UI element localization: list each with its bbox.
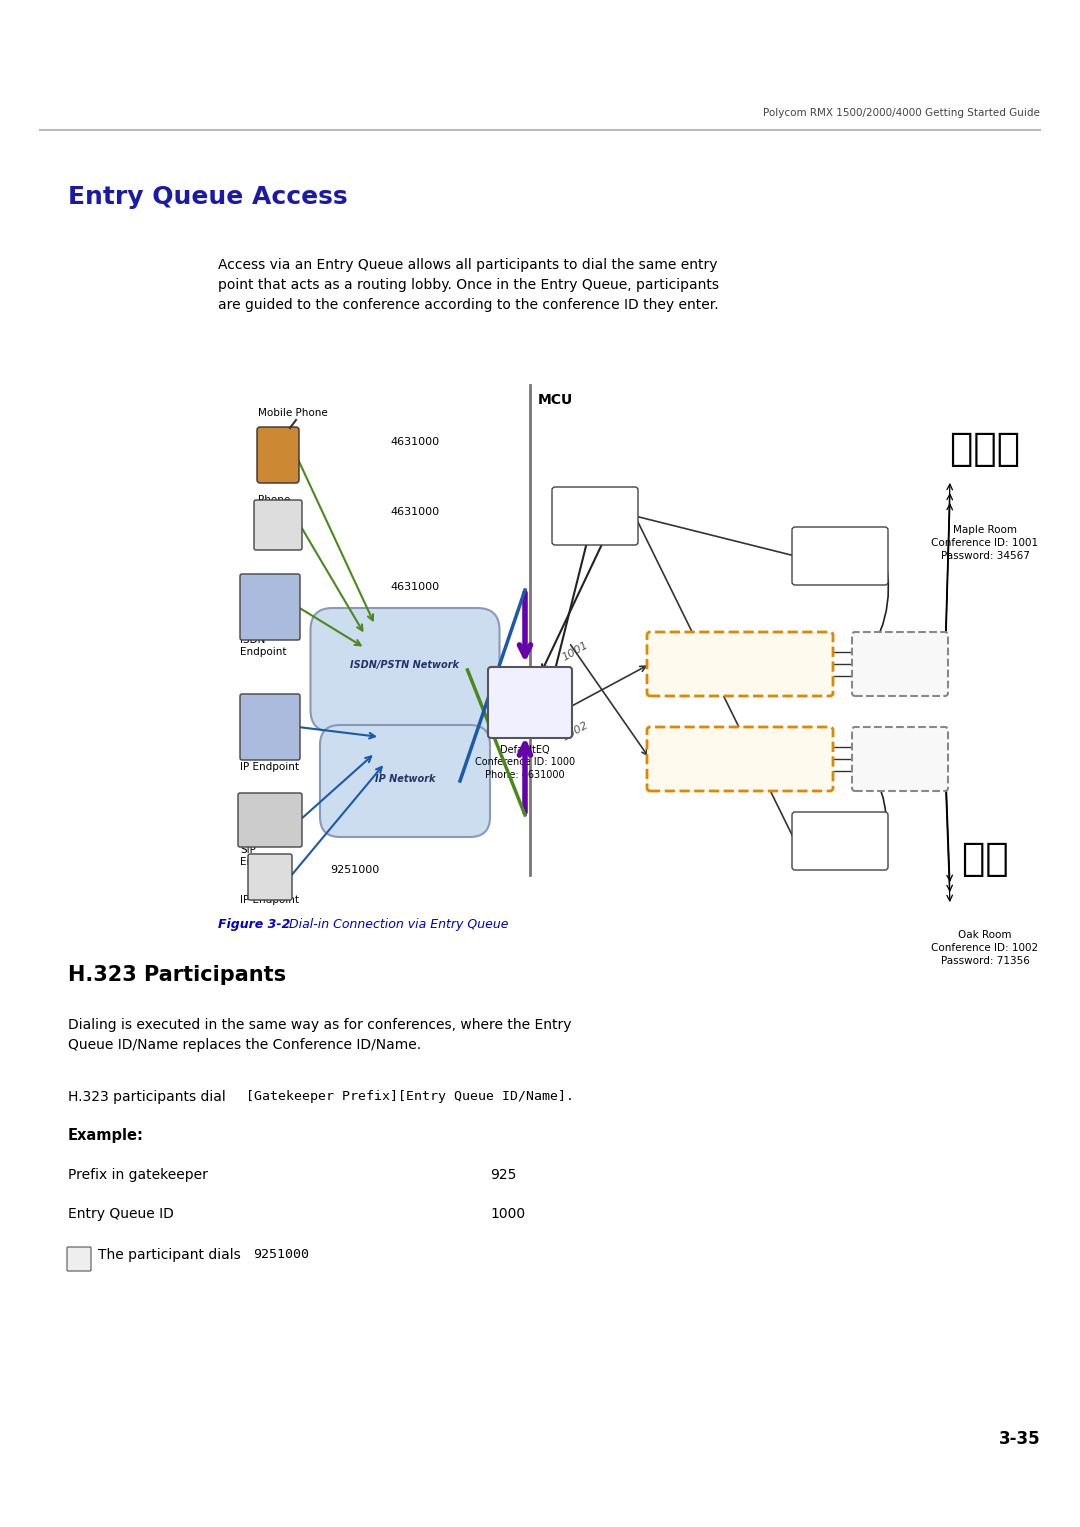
Text: Example:: Example: bbox=[68, 1128, 144, 1144]
FancyBboxPatch shape bbox=[240, 693, 300, 760]
Text: IP Endpoint: IP Endpoint bbox=[240, 895, 299, 906]
Text: 9251000: 9251000 bbox=[330, 864, 379, 875]
FancyBboxPatch shape bbox=[67, 1248, 91, 1270]
Text: ISDN/PSTN Network: ISDN/PSTN Network bbox=[351, 660, 459, 670]
FancyBboxPatch shape bbox=[792, 527, 888, 585]
Text: Figure 3-2: Figure 3-2 bbox=[218, 918, 291, 931]
Text: 3-35: 3-35 bbox=[998, 1429, 1040, 1448]
Text: Conference
Password?: Conference Password? bbox=[810, 545, 869, 567]
FancyBboxPatch shape bbox=[852, 632, 948, 696]
Text: Access via an Entry Queue allows all participants to dial the same entry
point t: Access via an Entry Queue allows all par… bbox=[218, 258, 719, 312]
Text: Dial-in Connection via Entry Queue: Dial-in Connection via Entry Queue bbox=[281, 918, 509, 931]
Text: Oak Room
Conference ID: 1002
Password: 71356: Oak Room Conference ID: 1002 Password: 7… bbox=[931, 930, 1039, 965]
Text: 4631000: 4631000 bbox=[390, 582, 440, 592]
Text: DefaultEQ@polycom.com: DefaultEQ@polycom.com bbox=[330, 796, 463, 805]
Text: 1001: 1001 bbox=[561, 640, 590, 663]
FancyBboxPatch shape bbox=[792, 812, 888, 870]
Text: Maple Room
Conference ID: 1001: Maple Room Conference ID: 1001 bbox=[687, 654, 794, 675]
Text: 925: 925 bbox=[490, 1168, 516, 1182]
Text: 1002: 1002 bbox=[561, 721, 590, 744]
FancyBboxPatch shape bbox=[240, 574, 300, 640]
Text: [Gatekeeper Prefix][Entry Queue ID/Name].: [Gatekeeper Prefix][Entry Queue ID/Name]… bbox=[246, 1090, 573, 1102]
Text: 🧑‍💼: 🧑‍💼 bbox=[961, 840, 1009, 878]
Text: 1000: 1000 bbox=[490, 1206, 525, 1222]
FancyBboxPatch shape bbox=[852, 727, 948, 791]
FancyBboxPatch shape bbox=[647, 632, 833, 696]
Text: Entry Queue ID: Entry Queue ID bbox=[68, 1206, 174, 1222]
Text: DefaultEQ
Conference ID: 1000
Phone: 4631000: DefaultEQ Conference ID: 1000 Phone: 463… bbox=[475, 745, 575, 780]
FancyBboxPatch shape bbox=[257, 428, 299, 483]
Text: 4631000: 4631000 bbox=[390, 437, 440, 447]
Text: SIP
Endpoint: SIP Endpoint bbox=[240, 844, 286, 867]
Text: H.323 participants dial: H.323 participants dial bbox=[68, 1090, 230, 1104]
Text: 71356: 71356 bbox=[868, 750, 931, 768]
FancyBboxPatch shape bbox=[311, 608, 499, 731]
Text: Mobile Phone: Mobile Phone bbox=[258, 408, 327, 418]
FancyBboxPatch shape bbox=[238, 793, 302, 847]
Text: Polycom RMX 1500/2000/4000 Getting Started Guide: Polycom RMX 1500/2000/4000 Getting Start… bbox=[764, 108, 1040, 118]
FancyBboxPatch shape bbox=[320, 725, 490, 837]
Text: 34567: 34567 bbox=[868, 655, 931, 673]
Text: IP Endpoint: IP Endpoint bbox=[240, 762, 299, 773]
Text: Conference
Password?: Conference Password? bbox=[810, 831, 869, 852]
Text: Oak Room
Conference ID: 1002: Oak Room Conference ID: 1002 bbox=[687, 748, 794, 770]
Text: Phone: Phone bbox=[258, 495, 291, 505]
Text: The participant dials: The participant dials bbox=[98, 1248, 245, 1261]
Text: 9251000: 9251000 bbox=[253, 1248, 309, 1261]
Text: Entry
Queue: Entry Queue bbox=[510, 692, 550, 713]
Text: ISDN
Endpoint: ISDN Endpoint bbox=[240, 635, 286, 658]
Text: 🧑‍🤝‍🧑: 🧑‍🤝‍🧑 bbox=[950, 431, 1021, 467]
Text: Prefix in gatekeeper: Prefix in gatekeeper bbox=[68, 1168, 207, 1182]
Text: H.323 Participants: H.323 Participants bbox=[68, 965, 286, 985]
FancyBboxPatch shape bbox=[552, 487, 638, 545]
FancyBboxPatch shape bbox=[488, 667, 572, 738]
Text: Dialing is executed in the same way as for conferences, where the Entry
Queue ID: Dialing is executed in the same way as f… bbox=[68, 1019, 571, 1052]
FancyBboxPatch shape bbox=[248, 854, 292, 899]
Text: 4631000: 4631000 bbox=[390, 507, 440, 518]
Text: 9251000: 9251000 bbox=[330, 750, 379, 760]
Text: MCU: MCU bbox=[538, 392, 573, 408]
Text: Conference
ID?: Conference ID? bbox=[565, 505, 625, 527]
Text: IP Network: IP Network bbox=[375, 774, 435, 783]
FancyBboxPatch shape bbox=[254, 499, 302, 550]
FancyBboxPatch shape bbox=[647, 727, 833, 791]
Text: Maple Room
Conference ID: 1001
Password: 34567: Maple Room Conference ID: 1001 Password:… bbox=[931, 525, 1039, 560]
Text: Entry Queue Access: Entry Queue Access bbox=[68, 185, 348, 209]
